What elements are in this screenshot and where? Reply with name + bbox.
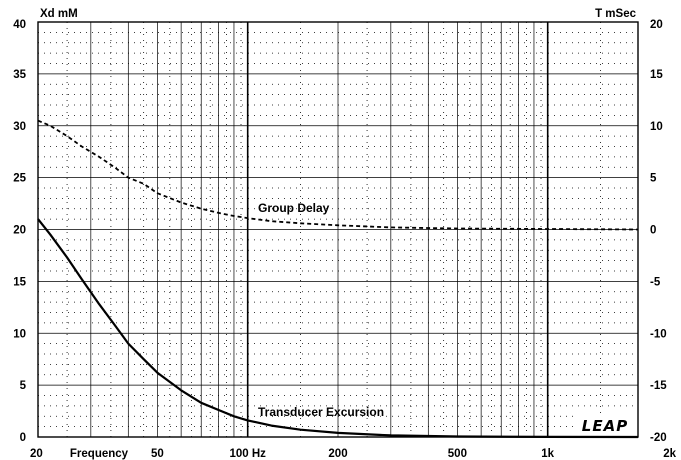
leap-logo: LEAP bbox=[575, 415, 635, 435]
x-tick-label: 20 bbox=[30, 448, 43, 460]
x-tick-label: 50 bbox=[151, 448, 164, 460]
y2-tick-label: 20 bbox=[650, 19, 663, 31]
y-axis-title: Xd mM bbox=[40, 8, 78, 20]
y2-axis-title: T mSec bbox=[595, 8, 637, 20]
y2-tick-label: -10 bbox=[650, 328, 667, 340]
y2-tick-label: 10 bbox=[650, 121, 663, 133]
y-tick-label: 10 bbox=[13, 328, 26, 340]
group-delay-label: Group Delay bbox=[258, 201, 330, 215]
y-tick-label: 25 bbox=[13, 173, 26, 185]
leap-logo-mark: LEAP bbox=[575, 415, 635, 435]
y-tick-label: 5 bbox=[20, 380, 27, 392]
transducer-excursion-label: Transducer Excursion bbox=[258, 405, 384, 419]
y-tick-label: 0 bbox=[20, 432, 26, 444]
y2-tick-label: -5 bbox=[650, 276, 661, 288]
x-tick-label: 200 bbox=[328, 448, 347, 460]
y-tick-label: 15 bbox=[13, 276, 26, 288]
y2-tick-label: 0 bbox=[650, 225, 656, 237]
y2-tick-label: 5 bbox=[650, 173, 657, 185]
x-tick-label: 100 Hz bbox=[229, 448, 266, 460]
y2-tick-label: 15 bbox=[650, 69, 663, 81]
group-delay-line bbox=[37, 119, 639, 231]
chart-labels: 0 5 10 15 20 25 30 35 40 -20 -15 -10 -5 0 5 10 15 20 20 50 1… bbox=[13, 8, 676, 460]
y-tick-label: 35 bbox=[13, 69, 26, 81]
y2-tick-label: -15 bbox=[650, 380, 667, 392]
y-tick-label: 30 bbox=[13, 121, 26, 133]
chart-series bbox=[37, 119, 639, 439]
chart-grid bbox=[37, 21, 639, 438]
x-tick-label: 2k bbox=[663, 448, 676, 460]
logo-text: LEAP bbox=[582, 417, 628, 435]
x-tick-label: 1k bbox=[541, 448, 554, 460]
y-tick-label: 40 bbox=[13, 19, 26, 31]
y-tick-label: 20 bbox=[13, 225, 26, 237]
x-tick-label: 500 bbox=[448, 448, 467, 460]
transducer-excursion-line bbox=[37, 218, 639, 439]
x-axis-title: Frequency bbox=[70, 448, 129, 460]
y2-tick-label: -20 bbox=[650, 432, 667, 444]
logo-backdrop bbox=[575, 415, 635, 434]
